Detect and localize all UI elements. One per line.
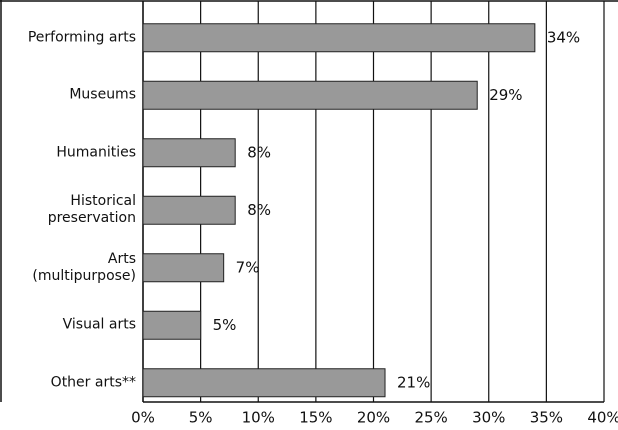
value-label: 21%	[397, 373, 430, 391]
x-tick-label: 5%	[189, 409, 213, 427]
y-tick-label: Visual arts	[62, 316, 136, 333]
x-tick-label: 15%	[299, 409, 332, 427]
x-tick-label: 25%	[414, 409, 447, 427]
value-label: 29%	[489, 86, 522, 104]
y-tick-label: Museums	[69, 86, 136, 103]
value-label: 5%	[213, 316, 237, 334]
x-tick-label: 20%	[357, 409, 390, 427]
bar	[142, 195, 236, 225]
bar	[142, 253, 225, 283]
y-tick-label: Humanities	[56, 144, 136, 161]
bar	[142, 310, 202, 340]
x-tick-label: 30%	[472, 409, 505, 427]
y-tick-label: Performing arts	[27, 29, 136, 46]
bar	[142, 80, 478, 110]
y-tick-label: Historical preservation	[47, 193, 136, 227]
x-tick-label: 0%	[131, 409, 155, 427]
value-label: 7%	[236, 258, 260, 276]
y-tick-label: Other arts**	[50, 374, 136, 391]
x-tick-label: 35%	[530, 409, 563, 427]
value-label: 8%	[247, 201, 271, 219]
bar	[142, 23, 536, 53]
x-tick-label: 40%	[587, 409, 618, 427]
bar	[142, 138, 236, 168]
value-label: 34%	[547, 28, 580, 46]
bar	[142, 368, 386, 398]
value-label: 8%	[247, 143, 271, 161]
x-tick-label: 10%	[242, 409, 275, 427]
y-tick-label: Arts (multipurpose)	[32, 250, 136, 284]
